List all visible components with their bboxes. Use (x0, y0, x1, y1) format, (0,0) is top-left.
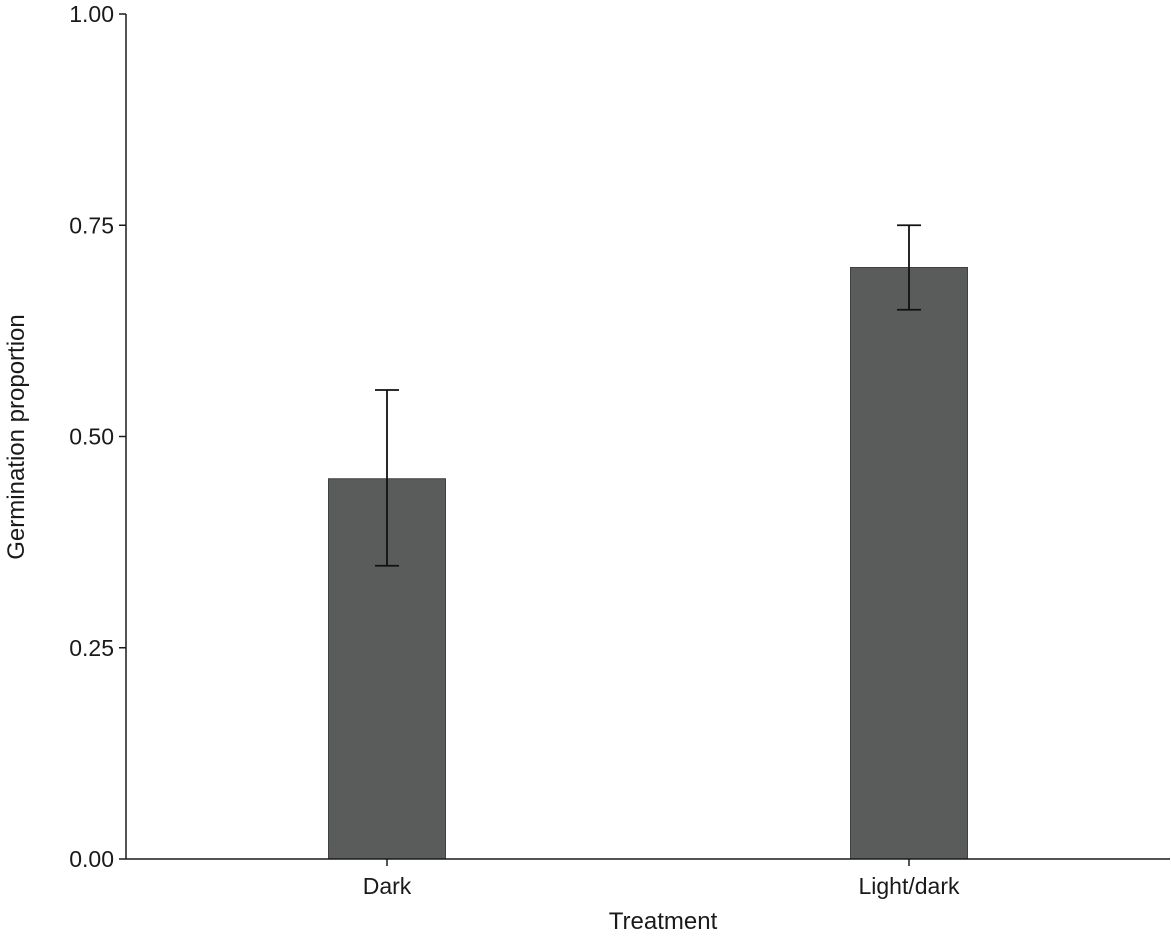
error-bar-dark (375, 389, 399, 567)
bar-light-dark (850, 267, 968, 860)
y-axis-title: Germination proportion (3, 314, 30, 559)
axes-layer (125, 14, 1170, 860)
y-tick-label: 0.75 (69, 212, 114, 238)
y-tick-label: 1.00 (69, 1, 114, 27)
y-tick-label: 0.25 (69, 635, 114, 661)
y-tick-label: 0.50 (69, 424, 114, 450)
x-tick-label: Light/dark (858, 873, 960, 899)
error-bars-layer (375, 224, 921, 567)
bars-layer (328, 267, 968, 860)
y-tick-label: 0.00 (69, 846, 114, 872)
x-ticks-layer: Dark Light/dark (363, 859, 960, 899)
error-bar-light-dark (897, 224, 921, 311)
x-axis-title: Treatment (609, 908, 718, 935)
x-tick-label: Dark (363, 873, 412, 899)
y-ticks-layer: 0.00 0.25 0.50 0.75 1.00 (69, 1, 126, 872)
